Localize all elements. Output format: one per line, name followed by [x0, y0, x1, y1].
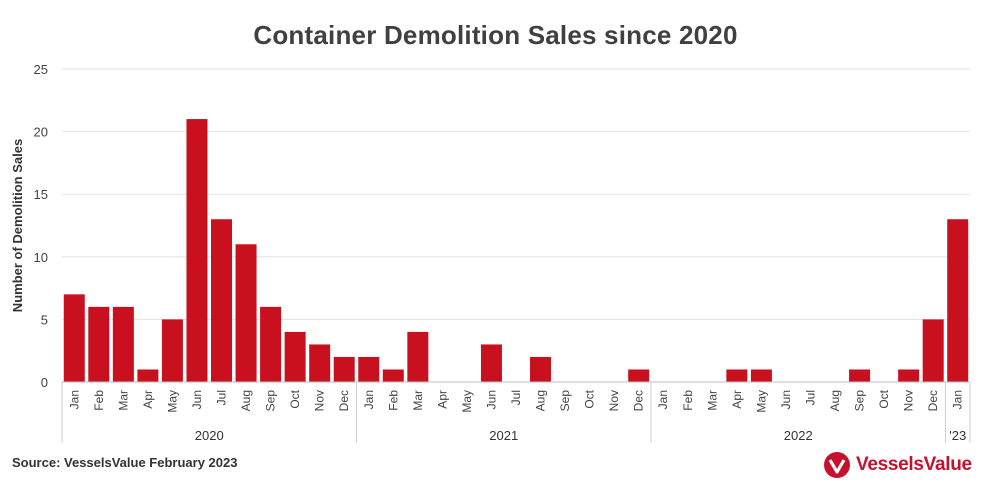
x-tick-label: Sep	[853, 390, 867, 412]
bar	[333, 356, 355, 382]
group-label: 2021	[489, 428, 518, 443]
bar	[898, 369, 920, 382]
bar	[260, 306, 282, 382]
chart-title: Container Demolition Sales since 2020	[253, 20, 738, 50]
x-tick-label: Mar	[705, 390, 719, 411]
y-tick-label: 0	[41, 375, 48, 390]
x-tick-label: Jul	[803, 390, 817, 405]
x-tick-label: Oct	[877, 389, 891, 408]
y-tick-label: 5	[41, 312, 48, 327]
x-tick-label: Aug	[534, 390, 548, 411]
bar	[235, 244, 257, 382]
x-tick-label: Jan	[951, 390, 965, 409]
group-label: 2020	[195, 428, 224, 443]
x-tick-label: Aug	[828, 390, 842, 411]
bar	[284, 331, 306, 382]
y-tick-label: 15	[34, 187, 48, 202]
y-tick-label: 20	[34, 125, 48, 140]
bar	[358, 356, 380, 382]
logo-text: VesselsValue	[856, 454, 972, 475]
vesselsvalue-logo-icon	[824, 452, 850, 478]
source-note: Source: VesselsValue February 2023	[12, 455, 238, 470]
x-tick-label: Apr	[730, 390, 744, 409]
bar	[750, 369, 772, 382]
x-tick-label: Jul	[215, 390, 229, 405]
bar	[161, 319, 183, 382]
x-tick-label: Aug	[239, 390, 253, 411]
y-axis-title: Number of Demolition Sales	[10, 139, 25, 312]
group-label: '23	[949, 428, 966, 443]
bar	[628, 369, 650, 382]
y-tick-label: 25	[34, 62, 48, 77]
bar	[849, 369, 871, 382]
x-tick-label: Dec	[337, 390, 351, 411]
x-tick-label: Mar	[411, 390, 425, 411]
bar	[88, 306, 110, 382]
group-label: 2022	[784, 428, 813, 443]
x-tick-label: Mar	[116, 390, 130, 411]
bar	[480, 344, 502, 382]
vesselsvalue-logo: VesselsValue	[823, 450, 972, 480]
x-tick-label: Sep	[558, 390, 572, 412]
x-tick-label: May	[165, 390, 179, 413]
x-tick-label: Feb	[386, 390, 400, 411]
bar	[407, 331, 429, 382]
bar	[112, 306, 134, 382]
x-tick-label: Jun	[190, 390, 204, 409]
bar	[63, 294, 85, 382]
x-tick-label: Jan	[362, 390, 376, 409]
x-tick-label: Jan	[656, 390, 670, 409]
x-tick-label: Sep	[264, 390, 278, 412]
x-tick-label: Oct	[288, 389, 302, 408]
x-tick-label: Jul	[509, 390, 523, 405]
x-tick-label: May	[460, 390, 474, 413]
x-tick-label: Nov	[607, 390, 621, 411]
bar	[726, 369, 748, 382]
x-tick-label: Feb	[92, 390, 106, 411]
x-tick-label: Dec	[632, 390, 646, 411]
bar	[309, 344, 331, 382]
x-tick-label: Jun	[484, 390, 498, 409]
x-tick-label: Dec	[926, 390, 940, 411]
x-tick-label: Nov	[902, 390, 916, 411]
x-tick-label: Jun	[779, 390, 793, 409]
bar	[211, 219, 233, 382]
x-tick-label: Apr	[141, 390, 155, 409]
x-tick-label: May	[754, 390, 768, 413]
bar	[530, 356, 552, 382]
bar	[137, 369, 159, 382]
x-tick-label: Feb	[681, 390, 695, 411]
bar	[186, 119, 208, 382]
x-tick-label: Apr	[435, 390, 449, 409]
x-tick-label: Jan	[67, 390, 81, 409]
y-tick-label: 10	[34, 250, 48, 265]
x-tick-label: Oct	[583, 389, 597, 408]
bar	[922, 319, 944, 382]
bar	[947, 219, 969, 382]
bar	[382, 369, 404, 382]
x-tick-label: Nov	[313, 390, 327, 411]
